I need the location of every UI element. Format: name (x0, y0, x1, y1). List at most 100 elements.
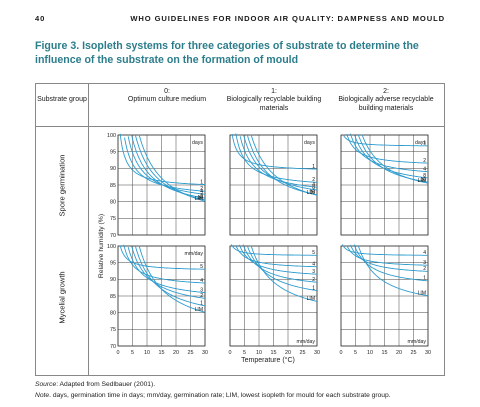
column-header-0-number: 0: (164, 88, 170, 95)
y-tick-label: 80 (110, 310, 116, 316)
isopleth-label-16: 16 (197, 195, 203, 201)
column-header-2: 2: Biologically adverse recyclable build… (334, 88, 438, 113)
x-tick-label: 5 (243, 350, 246, 356)
isopleth-label-1: 1 (423, 141, 426, 147)
x-tick-label: 25 (300, 350, 306, 356)
isopleth-label-LIM: LIM (418, 290, 426, 296)
column-header-0: 0: Optimum culture medium (108, 88, 226, 105)
isopleth-label-LIM: LIM (195, 196, 203, 202)
substrate-group-header: Substrate group (37, 96, 87, 103)
isopleth-label-4: 4 (200, 189, 203, 195)
isopleth-LIM (138, 245, 206, 313)
isopleth-label-3: 3 (312, 269, 315, 275)
figure-note: Note. days, germination time in days; mm… (35, 392, 391, 399)
source-note: Source: Adapted from Sedlbauer (2001). (35, 381, 155, 388)
column-header-1-name: Biologically recyclable building materia… (226, 96, 322, 112)
x-tick-label: 10 (144, 350, 150, 356)
x-tick-label: 20 (285, 350, 291, 356)
unit-label: days (304, 140, 315, 146)
isopleth-16 (134, 134, 206, 201)
x-tick-label: 0 (117, 350, 120, 356)
isopleth-2 (131, 246, 206, 299)
panel-spore-2 (340, 133, 429, 236)
isopleth-label-2: 2 (200, 293, 203, 299)
y-tick-label: 85 (110, 183, 116, 189)
isopleth-label-1: 1 (200, 179, 203, 185)
note-text: . days, germination time in days; mm/day… (49, 392, 391, 399)
page-number: 40 (35, 14, 46, 23)
isopleth-8 (243, 135, 318, 191)
isopleth-4 (342, 244, 428, 256)
isopleth-label-2: 2 (423, 266, 426, 272)
y-tick-label: 95 (110, 260, 116, 266)
isopleth-1 (246, 245, 318, 292)
source-text: : Adapted from Sedlbauer (2001). (56, 381, 156, 388)
x-tick-label: 30 (425, 350, 431, 356)
y-tick-label: 90 (110, 277, 116, 283)
column-header-0-name: Optimum culture medium (127, 96, 207, 104)
column-header-1-number: 1: (271, 88, 277, 95)
isopleth-label-2: 2 (312, 177, 315, 183)
isopleth-label-16: 16 (420, 177, 426, 183)
isopleth-2 (242, 244, 318, 283)
x-tick-label: 25 (188, 350, 194, 356)
isopleth-label-4: 4 (423, 250, 426, 256)
y-tick-label: 75 (110, 216, 116, 222)
isopleth-1 (119, 133, 205, 186)
x-tick-label: 20 (173, 350, 179, 356)
isopleth-4 (349, 133, 428, 173)
isopleth-label-3: 3 (423, 260, 426, 266)
isopleth-label-LIM: LIM (307, 190, 315, 196)
isopleth-label-8: 8 (200, 193, 203, 199)
isopleth-label-LIM: LIM (195, 307, 203, 313)
isopleth-4 (123, 244, 205, 284)
panel-spore-0 (117, 133, 206, 236)
y-tick-label: 100 (107, 133, 116, 139)
label-column-divider (88, 83, 89, 376)
isopleth-label-2: 2 (423, 158, 426, 164)
isopleth-label-2: 2 (200, 186, 203, 192)
panel-spore-1 (229, 133, 318, 236)
figure-frame (35, 83, 445, 376)
x-tick-label: 20 (396, 350, 402, 356)
panel-border (229, 245, 318, 347)
column-header-2-number: 2: (383, 88, 389, 95)
x-tick-label: 30 (202, 350, 208, 356)
x-tick-label: 10 (256, 350, 262, 356)
panel-mycelial-1 (229, 244, 318, 347)
panel-border (117, 245, 206, 347)
y-tick-label: 100 (107, 244, 116, 250)
isopleth-LIM (138, 134, 206, 202)
x-tick-label: 5 (131, 350, 134, 356)
isopleth-1 (231, 134, 317, 170)
isopleth-16 (357, 134, 429, 183)
isopleth-label-1: 1 (312, 164, 315, 170)
unit-label: days (192, 140, 203, 146)
column-header-2-name: Biologically adverse recyclable building… (338, 96, 434, 112)
x-tick-label: 15 (382, 350, 388, 356)
panel-border (340, 245, 429, 347)
y-tick-label: 90 (110, 166, 116, 172)
header-divider (35, 126, 445, 127)
isopleth-label-4: 4 (312, 262, 315, 268)
isopleth-label-4: 4 (423, 167, 426, 173)
isopleth-3 (238, 244, 317, 275)
y-tick-label: 70 (110, 233, 116, 239)
panel-mycelial-2 (340, 244, 429, 347)
y-tick-label: 70 (110, 344, 116, 350)
x-tick-label: 15 (271, 350, 277, 356)
unit-label: days (415, 140, 426, 146)
x-tick-label: 10 (367, 350, 373, 356)
note-label: Note (35, 392, 50, 399)
y-tick-label: 80 (110, 199, 116, 205)
column-header-1: 1: Biologically recyclable building mate… (222, 88, 326, 113)
isopleth-2 (235, 133, 318, 183)
isopleth-LIM (250, 245, 318, 302)
isopleth-label-LIM: LIM (418, 178, 426, 184)
unit-label: mm/day (297, 339, 316, 345)
y-tick-label: 85 (110, 294, 116, 300)
x-axis-label: Temperature (°C) (241, 356, 295, 364)
isopleth-LIM (250, 134, 318, 196)
unit-label: mm/day (185, 251, 204, 257)
